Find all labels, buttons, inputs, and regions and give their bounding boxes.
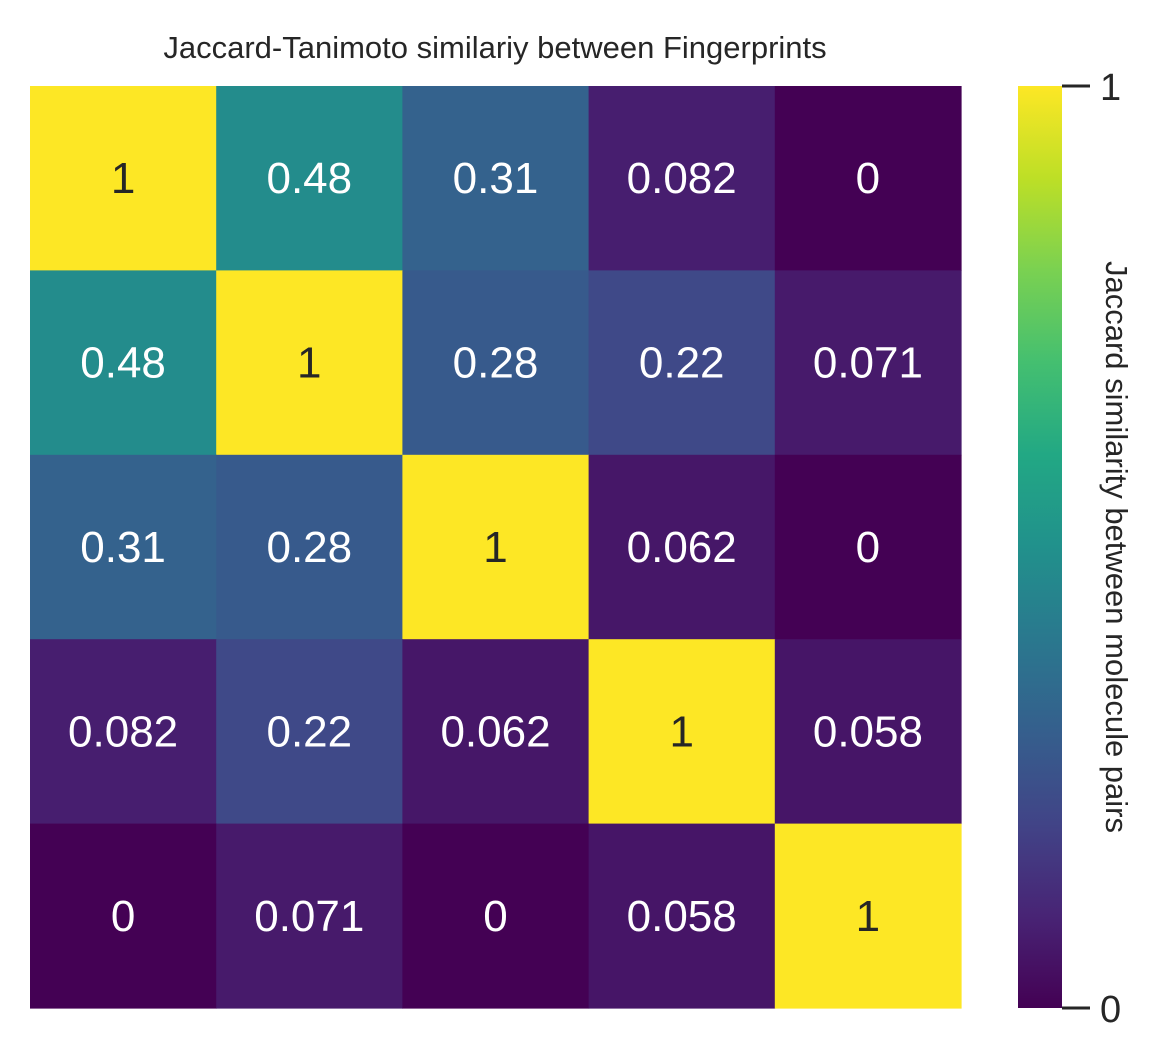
heatmap-cell-r1-c1 xyxy=(216,270,403,456)
chart-title: Jaccard-Tanimoto similariy between Finge… xyxy=(163,30,826,65)
heatmap-cell-r2-c0 xyxy=(30,454,217,640)
cell-label-r2-c1: 0.28 xyxy=(266,523,352,572)
cell-label-r2-c2: 1 xyxy=(483,523,507,572)
cell-label-r1-c0: 0.48 xyxy=(80,339,166,388)
heatmap-cell-r1-c0 xyxy=(30,270,217,456)
heatmap-cell-r3-c3 xyxy=(588,639,776,825)
heatmap-cell-r2-c1 xyxy=(216,454,403,640)
colorbar-tick-max: 1 xyxy=(1100,67,1121,109)
heatmap-cell-r2-c4 xyxy=(774,454,962,640)
cell-label-r0-c1: 0.48 xyxy=(266,154,352,203)
cell-label-r3-c4: 0.058 xyxy=(813,707,923,756)
heatmap-cell-r0-c0 xyxy=(30,86,217,271)
cell-label-r3-c1: 0.22 xyxy=(266,707,352,756)
cell-label-r0-c0: 1 xyxy=(111,154,135,203)
heatmap-cell-r4-c3 xyxy=(588,823,776,1009)
heatmap-cells: 1 0.48 0.31 0.082 0 0.48 1 0.28 0.22 0.071 0.31 0.2… xyxy=(30,86,962,1009)
heatmap-cell-r3-c0 xyxy=(30,639,217,825)
cell-label-r1-c1: 1 xyxy=(297,339,321,388)
cell-label-r1-c2: 0.28 xyxy=(453,339,539,388)
colorbar-tick-min: 0 xyxy=(1100,989,1121,1031)
cell-label-r3-c0: 0.082 xyxy=(68,707,178,756)
cell-label-r4-c0: 0 xyxy=(111,892,135,941)
cell-label-r1-c4: 0.071 xyxy=(813,339,923,388)
cell-label-r4-c1: 0.071 xyxy=(254,892,364,941)
colorbar xyxy=(1018,86,1062,1008)
heatmap-cell-r3-c1 xyxy=(216,639,403,825)
cell-label-r2-c4: 0 xyxy=(856,523,880,572)
cell-label-r3-c3: 1 xyxy=(669,707,693,756)
cell-label-r2-c3: 0.062 xyxy=(627,523,737,572)
heatmap-cell-r0-c1 xyxy=(216,86,403,271)
cell-label-r4-c3: 0.058 xyxy=(627,892,737,941)
cell-label-r0-c3: 0.082 xyxy=(627,154,737,203)
cell-label-r3-c2: 0.062 xyxy=(440,707,550,756)
cell-label-r1-c3: 0.22 xyxy=(639,339,725,388)
heatmap-cell-r4-c1 xyxy=(216,823,403,1009)
cell-label-r4-c4: 1 xyxy=(856,892,880,941)
heatmap-cell-r1-c3 xyxy=(588,270,776,456)
heatmap-cell-r0-c2 xyxy=(402,86,590,271)
cell-label-r4-c2: 0 xyxy=(483,892,507,941)
heatmap-cell-r2-c2 xyxy=(402,454,590,640)
heatmap-cell-r4-c0 xyxy=(30,823,217,1009)
heatmap-cell-r4-c4 xyxy=(774,823,962,1009)
cell-label-r0-c4: 0 xyxy=(856,154,880,203)
heatmap-cell-r0-c4 xyxy=(774,86,962,271)
cell-label-r0-c2: 0.31 xyxy=(453,154,539,203)
heatmap-cell-r1-c2 xyxy=(402,270,590,456)
heatmap-cell-r4-c2 xyxy=(402,823,590,1009)
heatmap-cell-r3-c2 xyxy=(402,639,590,825)
heatmap-cell-r3-c4 xyxy=(774,639,962,825)
colorbar-label: Jaccard similarity between molecule pair… xyxy=(1099,261,1134,833)
heatmap-cell-r1-c4 xyxy=(774,270,962,456)
heatmap-cell-r0-c3 xyxy=(588,86,776,271)
heatmap-cell-r2-c3 xyxy=(588,454,776,640)
cell-label-r2-c0: 0.31 xyxy=(80,523,166,572)
